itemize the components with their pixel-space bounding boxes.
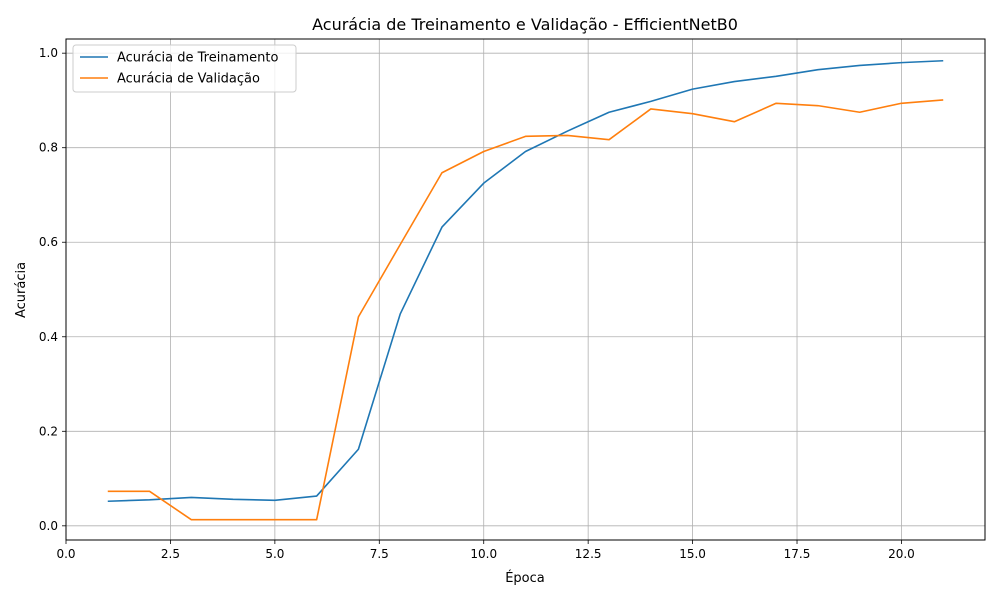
x-tick-label: 17.5 xyxy=(784,547,811,561)
y-tick-label: 0.6 xyxy=(39,235,58,249)
series-line-1 xyxy=(107,59,944,503)
y-tick-label: 0.8 xyxy=(39,141,58,155)
series-layer xyxy=(107,59,944,521)
x-tick-label: 0.0 xyxy=(56,547,75,561)
x-axis-label: Época xyxy=(505,570,545,586)
plot-frame xyxy=(65,38,986,541)
x-tick-label: 2.5 xyxy=(161,547,180,561)
x-tick-label: 15.0 xyxy=(679,547,706,561)
x-tick-label: 20.0 xyxy=(888,547,915,561)
y-tick-label: 0.2 xyxy=(39,424,58,438)
x-tick-label: 12.5 xyxy=(575,547,602,561)
legend-label: Acurácia de Validação xyxy=(117,72,260,87)
x-axis-ticks: 0.0 2.5 5.0 7.5 10.0 12.5 15.0 17.5 20.0 xyxy=(56,540,915,561)
y-tick-label: 1.0 xyxy=(39,46,58,60)
y-tick-label: 0.4 xyxy=(39,330,58,344)
grid xyxy=(65,39,985,540)
x-tick-label: 5.0 xyxy=(265,547,284,561)
series-line-2 xyxy=(107,99,944,521)
legend-box xyxy=(72,44,297,93)
y-tick-label: 0.0 xyxy=(39,519,58,533)
y-axis-ticks: 0.0 0.2 0.4 0.6 0.8 1.0 xyxy=(39,46,66,533)
y-axis-label: Acurácia xyxy=(14,262,29,318)
x-tick-label: 10.0 xyxy=(470,547,497,561)
chart-title: Acurácia de Treinamento e Validação - Ef… xyxy=(312,15,738,34)
legend-label: Acurácia de Treinamento xyxy=(117,51,279,66)
legend: Acurácia de Treinamento Acurácia de Valid… xyxy=(72,44,297,93)
x-tick-label: 7.5 xyxy=(370,547,389,561)
